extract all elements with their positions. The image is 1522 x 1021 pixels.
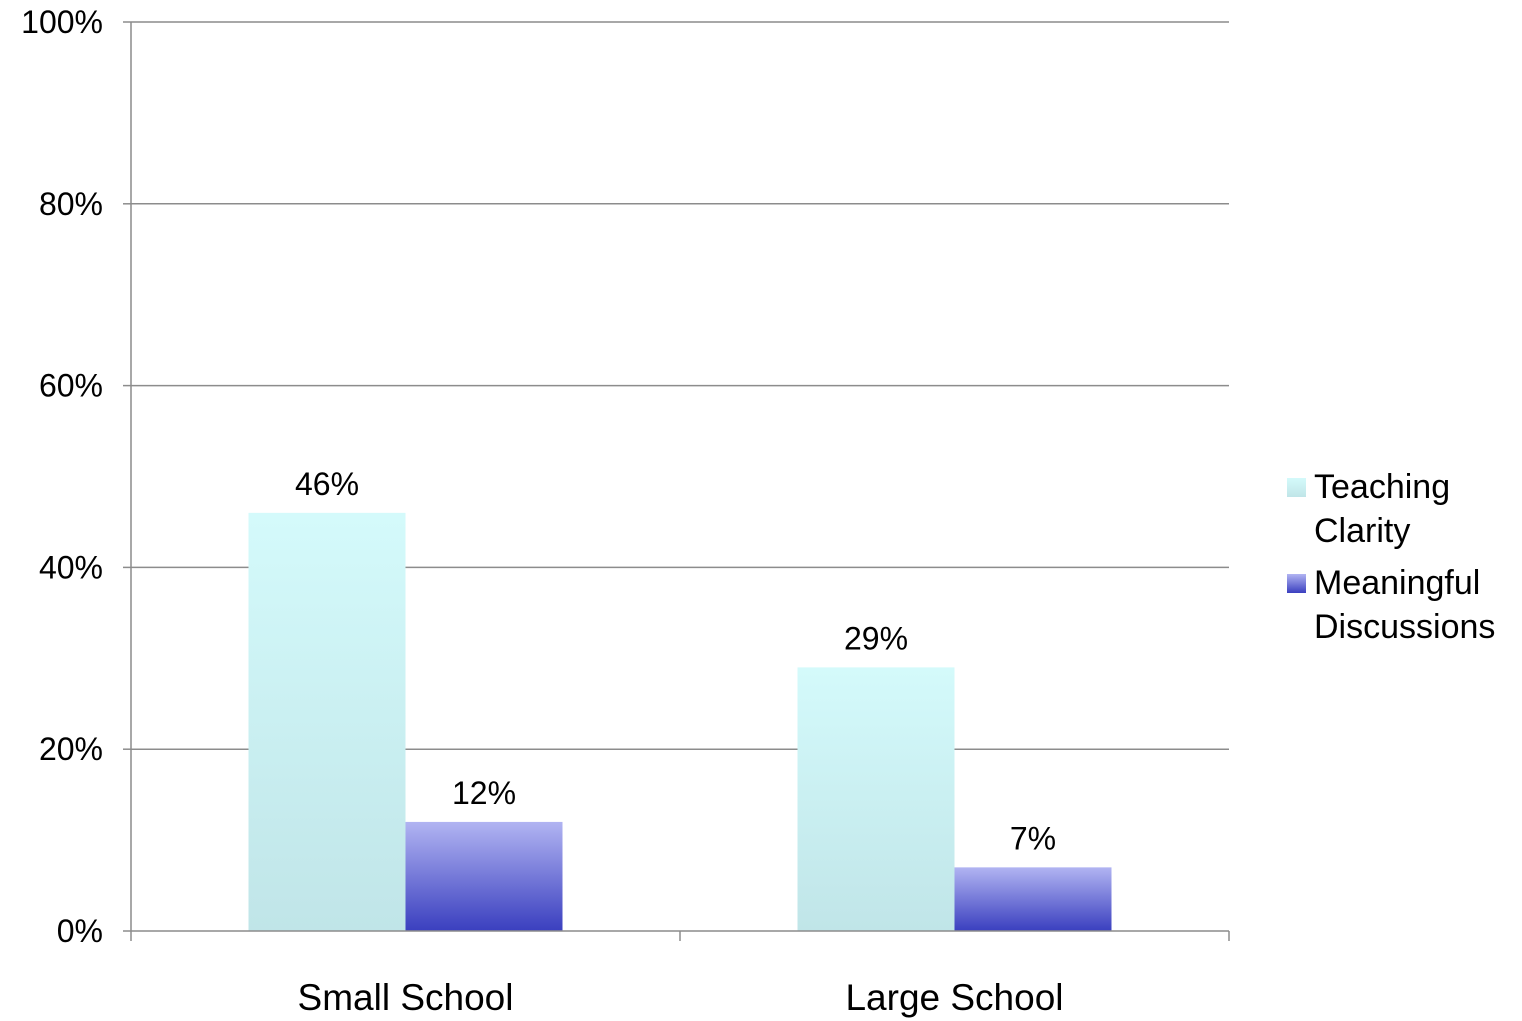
legend-swatch [1287,478,1306,497]
data-labels: 46% 12% 29% 7% [295,466,1056,857]
y-tick-label: 0% [57,913,103,949]
category-labels: Small School Large School [298,977,1064,1018]
y-tick-label: 20% [39,731,103,767]
data-label: 46% [295,466,359,502]
y-tick-label: 40% [39,549,103,585]
bar-1-1 [954,867,1112,931]
y-tick-label: 100% [21,4,103,40]
legend-swatch [1287,574,1306,593]
legend-label: Clarity [1314,512,1410,550]
bars [248,512,1112,931]
bar-1-0 [405,821,563,931]
category-label: Small School [298,977,514,1018]
data-label: 12% [452,775,516,811]
axes [130,22,1230,941]
data-label: 29% [844,620,908,656]
legend-label: Discussions [1314,608,1495,646]
y-tick-label: 60% [39,368,103,404]
legend: Teaching Clarity Meaningful Discussions [1287,468,1495,646]
data-label: 7% [1010,820,1056,856]
category-label: Large School [845,977,1063,1018]
bar-0-1 [797,667,955,931]
y-axis-ticks: 0% 20% 40% 60% 80% 100% [21,4,131,949]
bar-0-0 [248,512,406,931]
y-tick-label: 80% [39,186,103,222]
legend-label: Teaching [1314,468,1450,506]
legend-label: Meaningful [1314,564,1480,602]
